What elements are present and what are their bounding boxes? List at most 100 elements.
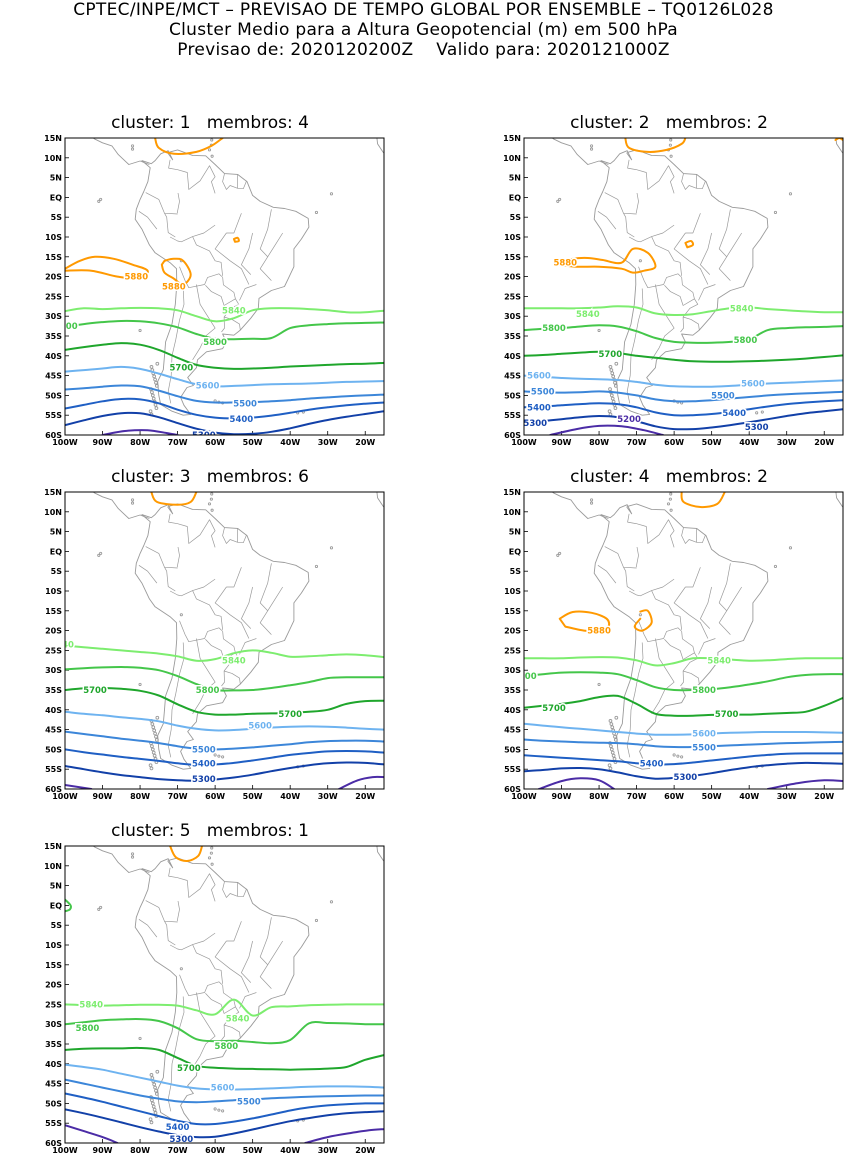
- lat-tick-label: 40S: [504, 706, 521, 715]
- lon-tick-label: 90W: [93, 438, 113, 447]
- lon-tick-label: 60W: [664, 792, 684, 801]
- island-speck: [154, 734, 158, 739]
- contour-label: 5700: [715, 710, 739, 720]
- lat-tick-label: 40S: [45, 352, 62, 361]
- island-speck: [680, 755, 684, 759]
- country-border: [259, 209, 272, 258]
- island-speck: [669, 492, 673, 496]
- island-speck: [590, 144, 594, 148]
- contour-5800: [524, 324, 843, 344]
- contour-5700: [524, 694, 843, 717]
- contour-5880: [556, 247, 657, 274]
- africa-coastline: [376, 846, 384, 865]
- lat-tick-label: 55S: [45, 765, 62, 774]
- geopotential-map: 15N 10N 5N EQ 5S 10S 15S 20S 25S 30S 35S 40S 45S 50S 5…: [44, 488, 385, 801]
- lat-tick-label: 10S: [504, 587, 521, 596]
- contour-5600: [65, 710, 384, 732]
- contour-label: 5300: [674, 773, 698, 783]
- contour-5840: [524, 305, 843, 317]
- country-border: [226, 567, 242, 588]
- island-speck: [152, 728, 157, 733]
- lon-tick-label: 40W: [280, 792, 300, 801]
- island-speck: [609, 744, 613, 749]
- country-border: [259, 940, 283, 989]
- map-frame: [64, 845, 385, 1144]
- lat-tick-label: 50S: [504, 391, 521, 400]
- lat-tick-label: 15S: [45, 607, 62, 616]
- contour-5880: [624, 138, 687, 153]
- lat-tick-label: 10S: [45, 587, 62, 596]
- lat-tick-label: 30S: [45, 666, 62, 675]
- contour-label: 5600: [741, 380, 765, 390]
- lat-tick-label: 10S: [45, 233, 62, 242]
- lon-tick-label: 20W: [814, 438, 834, 447]
- geopotential-map: 15N 10N 5N EQ 5S 10S 15S 20S 25S 30S 35S 40S 45S 50S 5…: [503, 488, 844, 801]
- island-speck: [558, 197, 562, 201]
- country-border: [681, 527, 697, 544]
- island-speck: [672, 753, 676, 757]
- island-speck: [611, 374, 616, 379]
- contour-label: 5400: [640, 759, 664, 769]
- island-speck: [221, 755, 225, 759]
- island-speck: [613, 734, 617, 739]
- lat-tick-label: 20S: [45, 627, 62, 636]
- contour-label: 5400: [192, 759, 216, 769]
- lon-tick-label: 40W: [739, 792, 759, 801]
- lat-tick-label: 60S: [504, 431, 521, 440]
- island-speck: [590, 147, 594, 151]
- contour-5200: [538, 777, 616, 789]
- central-america-coastline: [551, 492, 609, 519]
- lon-tick-label: 30W: [318, 792, 338, 801]
- island-speck: [613, 380, 617, 385]
- island-speck: [669, 154, 673, 158]
- lon-tick-label: 80W: [130, 1146, 150, 1155]
- contour-5800: [65, 1017, 384, 1045]
- island-speck: [329, 900, 334, 904]
- lon-tick-label: 70W: [168, 438, 188, 447]
- country-border: [681, 173, 697, 190]
- lat-tick-label: 30S: [504, 666, 521, 675]
- island-speck: [386, 936, 388, 938]
- lat-tick-label: 10S: [45, 941, 62, 950]
- contour-5880: [680, 492, 726, 509]
- lon-tick-label: 40W: [739, 438, 759, 447]
- country-border: [604, 192, 637, 215]
- contour-label: 5700: [278, 710, 302, 720]
- lat-tick-label: 50S: [45, 391, 62, 400]
- contour-label: 5300: [523, 419, 547, 429]
- cluster-panel-2: cluster: 2 membros: 2 15N 10N 5N EQ 5S 10S 15S…: [494, 113, 844, 463]
- island-speck: [221, 1109, 225, 1113]
- panel-title: cluster: 2 membros: 2: [570, 113, 768, 133]
- island-speck: [669, 508, 673, 512]
- lat-tick-label: EQ: [50, 193, 62, 202]
- lat-tick-label: 20S: [504, 273, 521, 282]
- contour-5200: [338, 775, 384, 789]
- cluster-panel-1: cluster: 1 membros: 4 15N 10N 5N EQ 5S 10S 15S…: [35, 113, 385, 463]
- country-border: [623, 213, 635, 238]
- island-speck: [149, 766, 154, 771]
- contour-label: 5500: [711, 391, 735, 401]
- lat-tick-label: 15N: [44, 134, 62, 143]
- lon-tick-label: 40W: [280, 1146, 300, 1155]
- lat-tick-label: 25S: [45, 292, 62, 301]
- island-speck: [150, 1098, 154, 1103]
- country-border: [718, 232, 742, 281]
- island-speck: [609, 747, 614, 752]
- lon-tick-label: 40W: [280, 438, 300, 447]
- contour-5500: [524, 390, 843, 403]
- contour-5500: [65, 384, 384, 404]
- panel-title: cluster: 5 membros: 1: [111, 821, 309, 841]
- country-border: [698, 638, 716, 655]
- island-speck: [210, 508, 214, 512]
- lat-tick-label: 15S: [45, 253, 62, 262]
- lat-tick-label: 10S: [504, 233, 521, 242]
- contour-label: 800: [519, 672, 537, 682]
- island-speck: [210, 846, 214, 850]
- island-speck: [610, 750, 615, 755]
- contour-5200: [101, 429, 179, 435]
- island-speck: [638, 259, 642, 263]
- contour-5700: [524, 350, 843, 363]
- contour-5300: [65, 761, 384, 782]
- island-speck: [150, 722, 155, 726]
- contour-5700: [65, 342, 384, 370]
